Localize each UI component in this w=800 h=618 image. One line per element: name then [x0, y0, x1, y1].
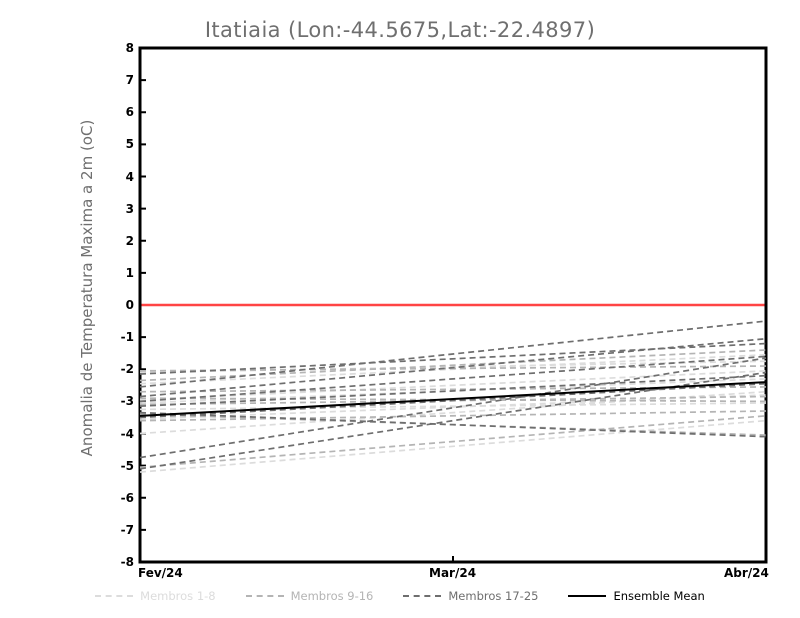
legend-swatch-icon	[568, 595, 607, 597]
y-axis-tick-label: 7	[125, 73, 134, 88]
y-axis-tick-label: -6	[120, 490, 134, 505]
y-axis-tick-label: -4	[120, 426, 134, 441]
series-line	[139, 410, 767, 422]
x-axis-tick-label: Abr/24	[724, 566, 769, 580]
legend-label: Membros 1-8	[140, 589, 216, 603]
legend-label: Membros 9-16	[290, 589, 374, 603]
series-line	[139, 411, 767, 438]
y-axis-tick-label: -8	[120, 555, 134, 569]
legend-label: Ensemble Mean	[613, 589, 705, 603]
series-line	[139, 370, 767, 401]
y-axis-tick-label: 0	[125, 298, 134, 312]
y-axis-tick-label: 1	[125, 265, 134, 280]
legend-label: Membros 17-25	[448, 589, 539, 603]
series-line	[139, 381, 767, 417]
x-axis-tick-label: Mar/24	[429, 566, 477, 580]
y-axis-tick-label: 6	[125, 105, 134, 120]
y-axis-tick-label: 2	[125, 233, 134, 248]
chart-legend: Membros 1-8 Membros 9-16 Membros 17-25 Ense…	[0, 586, 800, 606]
series-line	[139, 337, 767, 398]
chart-title: Itatiaia (Lon:-44.5675,Lat:-22.4897)	[204, 18, 596, 42]
x-axis-tick-label: Fev/24	[138, 566, 183, 580]
y-axis-tick-label: 4	[125, 169, 134, 184]
series-line	[139, 371, 767, 470]
legend-swatch-icon	[403, 595, 442, 597]
legend-item: Membros 9-16	[245, 589, 374, 603]
series-line	[139, 414, 767, 469]
y-axis-tick-label: -7	[120, 522, 134, 537]
legend-item: Membros 1-8	[95, 589, 216, 603]
legend-swatch-icon	[95, 595, 134, 597]
y-axis-tick-label: -2	[120, 362, 134, 377]
y-axis-tick-label: 3	[125, 201, 134, 216]
series-line	[139, 355, 767, 403]
y-axis-tick-label: -1	[120, 330, 134, 345]
y-axis-tick-label: -3	[120, 394, 134, 409]
series-line	[139, 419, 767, 473]
y-axis-tick-label: 8	[125, 41, 134, 55]
series-line	[139, 357, 767, 459]
series-line	[139, 382, 767, 419]
y-axis-tick-label: 5	[125, 137, 134, 152]
legend-swatch-icon	[245, 595, 284, 597]
legend-item: Ensemble Mean	[568, 589, 705, 603]
series-line	[139, 320, 767, 388]
series-line	[139, 374, 767, 408]
legend-item: Membros 17-25	[403, 589, 538, 603]
y-axis-tick-label: -5	[120, 458, 134, 473]
